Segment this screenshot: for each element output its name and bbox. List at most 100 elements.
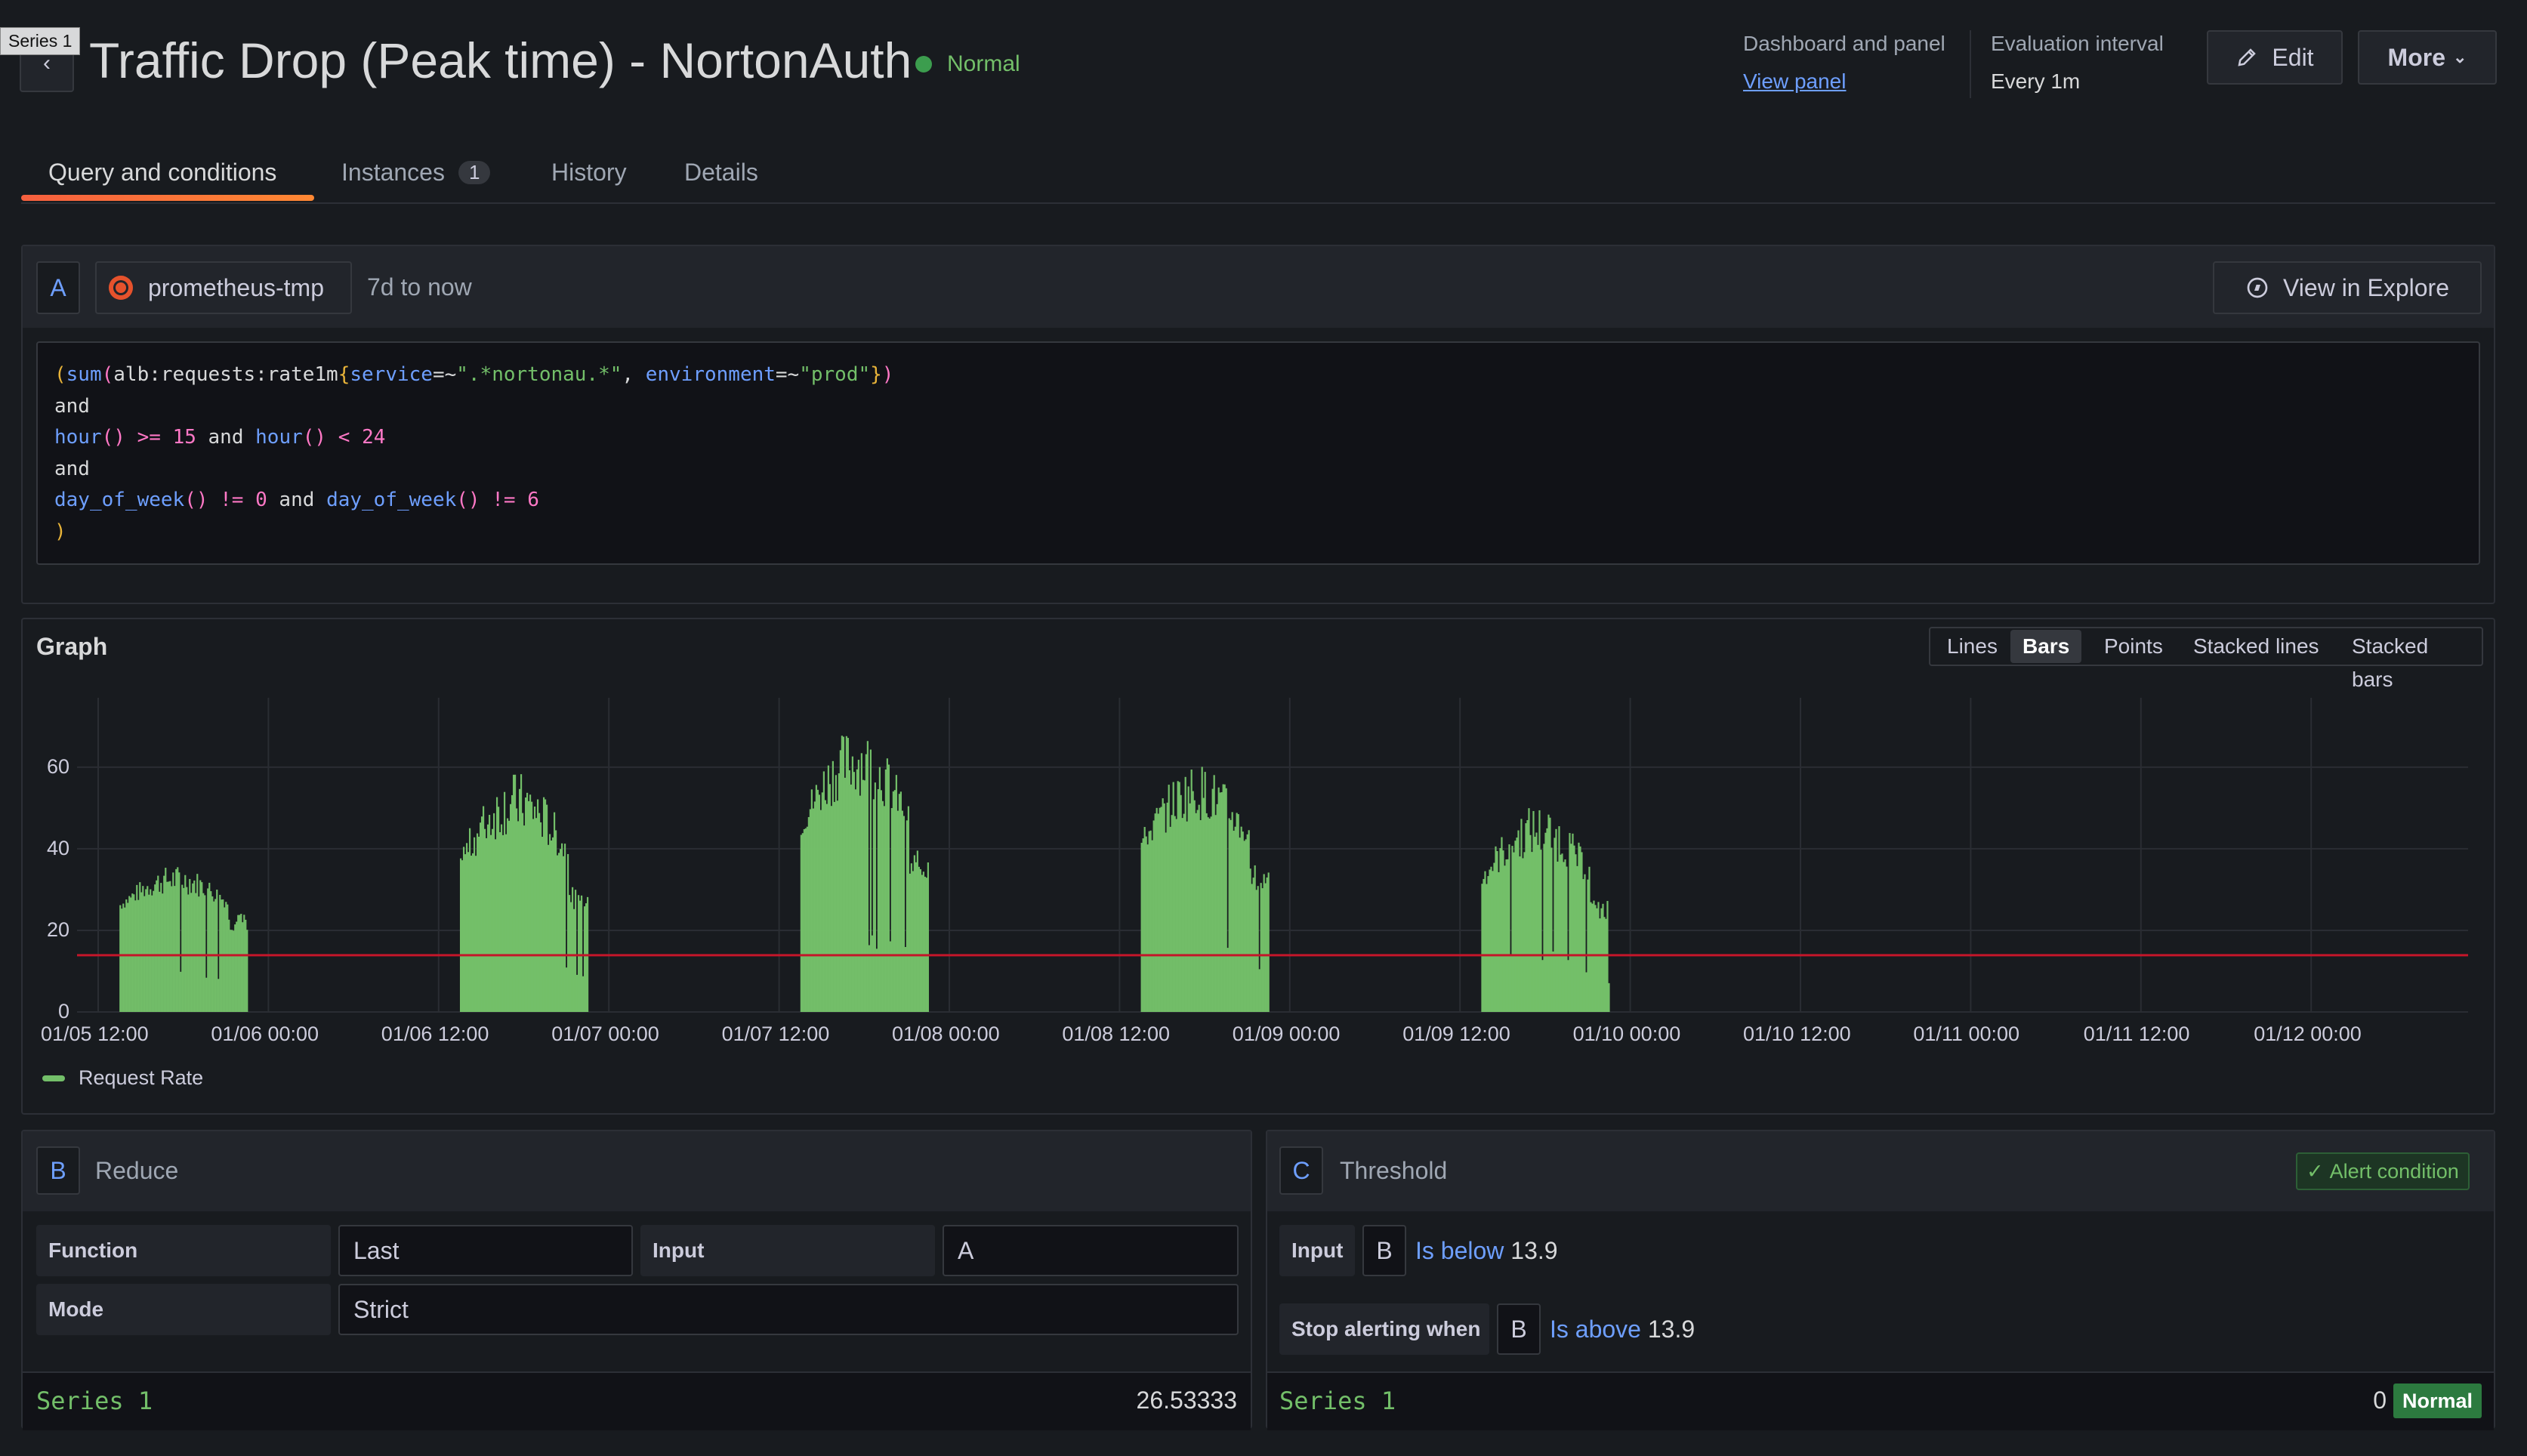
bar — [821, 792, 823, 1012]
threshold-state-badge: Normal — [2393, 1384, 2482, 1418]
function-select[interactable]: Last — [338, 1225, 633, 1276]
bar — [1537, 844, 1539, 1012]
bar — [1193, 800, 1196, 1012]
bar — [919, 868, 921, 1012]
view-panel-link[interactable]: View panel — [1743, 69, 1847, 93]
edit-button[interactable]: Edit — [2207, 30, 2343, 85]
threshold-condition[interactable]: Is below 13.9 — [1415, 1237, 1558, 1265]
view-in-explore-button[interactable]: View in Explore — [2213, 261, 2482, 314]
view-mode-bars[interactable]: Bars — [2010, 630, 2082, 663]
y-tick-label: 0 — [57, 1000, 69, 1023]
bar — [889, 941, 891, 1012]
bar — [825, 804, 828, 1012]
bar — [832, 760, 834, 1012]
bar — [1520, 819, 1523, 1012]
bar — [461, 860, 464, 1012]
bar — [550, 840, 553, 1012]
legend[interactable]: Request Rate — [42, 1066, 203, 1090]
bar — [538, 813, 541, 1012]
request-rate-chart[interactable] — [0, 0, 2527, 1118]
bar — [204, 895, 206, 1012]
bar — [559, 849, 562, 1012]
stop-alerting-condition[interactable]: Is above 13.9 — [1550, 1316, 1695, 1343]
x-tick-label: 01/10 12:00 — [1743, 1023, 1851, 1045]
bar — [1490, 866, 1492, 1012]
mode-label: Mode — [36, 1284, 331, 1335]
bar — [1581, 852, 1583, 1012]
bar — [1504, 865, 1506, 1012]
y-tick-label: 20 — [46, 918, 69, 941]
bar — [201, 882, 203, 1012]
query-editor[interactable]: (sum(alb:requests:rate1m{service=~".*nor… — [36, 341, 2480, 565]
bar — [839, 750, 841, 1012]
bar — [1208, 818, 1211, 1012]
bar — [1159, 807, 1161, 1012]
bar — [174, 886, 176, 1012]
bar — [480, 816, 483, 1012]
y-tick-label: 40 — [46, 836, 69, 859]
datasource-picker[interactable]: prometheus-tmp — [95, 261, 352, 314]
bar — [1183, 813, 1185, 1012]
bar — [1178, 782, 1180, 1012]
view-mode-switch[interactable]: Lines Bars Points Stacked lines Stacked … — [1929, 627, 2483, 691]
bar — [1526, 820, 1529, 1012]
bar — [806, 826, 808, 1012]
bar — [488, 815, 491, 1012]
view-mode-stacked-lines[interactable]: Stacked lines — [2193, 634, 2319, 658]
input-select[interactable]: A — [943, 1225, 1239, 1276]
bar — [503, 791, 506, 1012]
compass-icon — [2247, 277, 2268, 298]
bar — [583, 906, 586, 1012]
bar — [518, 788, 521, 1012]
pencil-icon — [2238, 48, 2257, 66]
bar — [236, 921, 238, 1012]
bar — [1264, 883, 1267, 1012]
bar — [1263, 874, 1265, 1012]
bar — [1252, 878, 1254, 1012]
bar — [841, 736, 843, 1012]
tab-details[interactable]: Details — [684, 159, 758, 186]
view-in-explore-label: View in Explore — [2283, 273, 2449, 301]
threshold-input-ref[interactable]: B — [1362, 1225, 1406, 1276]
view-mode-points[interactable]: Points — [2104, 634, 2163, 658]
x-tick-label: 01/11 00:00 — [1913, 1023, 2020, 1045]
bar — [1599, 918, 1601, 1012]
bar — [807, 816, 810, 1012]
bar — [151, 895, 153, 1012]
stop-alerting-ref[interactable]: B — [1497, 1303, 1541, 1355]
stop-condition-op: Is above — [1550, 1316, 1641, 1343]
bar — [1255, 890, 1257, 1012]
bar — [1177, 781, 1179, 1012]
bar — [1266, 877, 1268, 1012]
view-mode-stacked-bars[interactable]: Stacked bars — [2352, 634, 2429, 691]
tab-instances[interactable]: Instances 1 — [341, 159, 491, 187]
graph-title: Graph — [36, 633, 108, 660]
tab-query-and-conditions[interactable]: Query and conditions — [48, 159, 277, 186]
mode-select[interactable]: Strict — [338, 1284, 1239, 1335]
bar — [1507, 859, 1509, 1012]
tab-history[interactable]: History — [551, 159, 627, 186]
time-range[interactable]: 7d to now — [367, 273, 472, 301]
x-tick-label: 01/06 12:00 — [381, 1023, 489, 1045]
bar — [530, 801, 533, 1012]
bar — [1217, 787, 1220, 1012]
bar — [1186, 821, 1188, 1012]
bar — [1261, 888, 1264, 1012]
graph-panel: Graph Lines Bars Points Stacked lines St… — [21, 618, 2495, 1115]
bar — [571, 887, 574, 1012]
bar — [500, 824, 503, 1012]
bar — [1579, 846, 1581, 1012]
more-button[interactable]: More ⌄ — [2358, 30, 2497, 85]
bar — [572, 908, 575, 1012]
bar — [520, 774, 523, 1012]
bar — [1522, 858, 1524, 1012]
bar — [869, 749, 872, 1012]
bar — [1196, 810, 1199, 1012]
bar — [1222, 784, 1224, 1012]
bar — [515, 808, 518, 1012]
view-mode-lines[interactable]: Lines — [1947, 634, 1998, 658]
threshold-condition-op: Is below — [1415, 1237, 1504, 1264]
bar — [163, 875, 165, 1012]
x-tick-label: 01/07 00:00 — [551, 1023, 659, 1045]
bar — [553, 812, 556, 1012]
